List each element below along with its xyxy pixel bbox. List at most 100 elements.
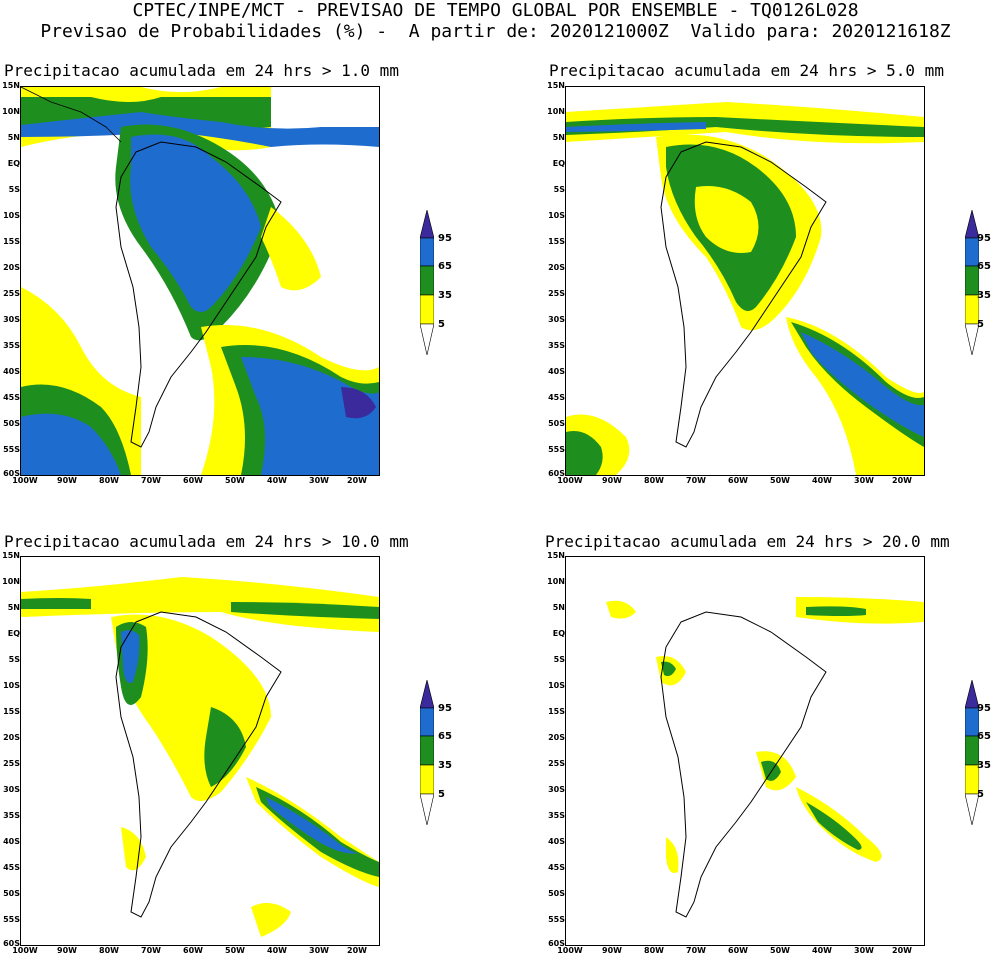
- lon-label: 100W: [557, 946, 583, 955]
- lon-label: 60W: [183, 476, 203, 485]
- colorbar-1: [419, 209, 435, 359]
- lat-label: 50S: [3, 889, 20, 898]
- lat-label: 55S: [3, 445, 20, 454]
- lat-label: 5S: [8, 185, 20, 194]
- lon-label: 30W: [309, 946, 329, 955]
- lat-label: 60S: [3, 939, 20, 948]
- colorbar-label: 5: [977, 319, 984, 330]
- lat-label: 5S: [553, 185, 565, 194]
- lat-label: 20S: [3, 263, 20, 272]
- lat-label: 10N: [547, 577, 565, 586]
- lon-label: 70W: [141, 476, 161, 485]
- lon-label: 80W: [644, 946, 664, 955]
- lat-label: 20S: [548, 733, 565, 742]
- lat-label: 15S: [548, 707, 565, 716]
- lon-label: 80W: [644, 476, 664, 485]
- lat-label: 40S: [3, 837, 20, 846]
- colorbar-label: 5: [977, 789, 984, 800]
- lat-label: EQ: [7, 629, 20, 638]
- lat-label: 15N: [2, 551, 20, 560]
- lon-label: 20W: [892, 946, 912, 955]
- lon-label: 70W: [686, 476, 706, 485]
- colorbar-label: 95: [438, 233, 452, 244]
- lon-label: 40W: [267, 946, 287, 955]
- colorbar-2: [964, 209, 980, 359]
- colorbar-label: 35: [438, 760, 452, 771]
- lat-label: 5N: [7, 603, 20, 612]
- probability-map-5mm: [565, 86, 925, 476]
- colorbar-label: 95: [977, 233, 991, 244]
- lat-label: 35S: [548, 341, 565, 350]
- lat-label: 10N: [547, 107, 565, 116]
- colorbar-label: 35: [438, 290, 452, 301]
- panel-title-4: Precipitacao acumulada em 24 hrs > 20.0 …: [545, 532, 950, 551]
- panel-title-3: Precipitacao acumulada em 24 hrs > 10.0 …: [4, 532, 409, 551]
- lon-label: 60W: [728, 476, 748, 485]
- colorbar-label: 65: [438, 731, 452, 742]
- colorbar-3: [419, 679, 435, 829]
- lon-label: 70W: [141, 946, 161, 955]
- lat-label: 60S: [548, 939, 565, 948]
- lon-label: 30W: [309, 476, 329, 485]
- lat-label: 40S: [548, 367, 565, 376]
- colorbar-label: 65: [438, 261, 452, 272]
- lat-label: 50S: [548, 889, 565, 898]
- lat-label: 30S: [548, 785, 565, 794]
- lat-label: 10N: [2, 107, 20, 116]
- lat-label: 15S: [3, 707, 20, 716]
- colorbar-label: 65: [977, 731, 991, 742]
- lat-label: 10S: [548, 681, 565, 690]
- lat-label: 50S: [548, 419, 565, 428]
- lat-label: 30S: [548, 315, 565, 324]
- lat-label: 25S: [548, 289, 565, 298]
- lon-label: 70W: [686, 946, 706, 955]
- lat-label: 45S: [548, 863, 565, 872]
- lat-label: 10S: [548, 211, 565, 220]
- lat-label: 15N: [2, 81, 20, 90]
- panel-title-1: Precipitacao acumulada em 24 hrs > 1.0 m…: [4, 61, 399, 80]
- colorbar-label: 65: [977, 261, 991, 272]
- lat-label: 45S: [3, 863, 20, 872]
- lon-label: 40W: [812, 946, 832, 955]
- lat-label: 10N: [2, 577, 20, 586]
- lon-label: 50W: [225, 476, 245, 485]
- lat-label: 30S: [3, 785, 20, 794]
- colorbar-label: 95: [977, 703, 991, 714]
- lat-label: EQ: [552, 629, 565, 638]
- lat-label: 25S: [3, 759, 20, 768]
- lon-label: 100W: [557, 476, 583, 485]
- lon-label: 50W: [770, 946, 790, 955]
- lon-label: 20W: [347, 946, 367, 955]
- lat-label: 60S: [3, 469, 20, 478]
- lat-label: 15N: [547, 81, 565, 90]
- lon-label: 20W: [347, 476, 367, 485]
- lat-label: 5S: [8, 655, 20, 664]
- lat-label: 5N: [7, 133, 20, 142]
- lat-label: 50S: [3, 419, 20, 428]
- lat-label: 25S: [548, 759, 565, 768]
- lat-label: 55S: [548, 445, 565, 454]
- lat-label: 20S: [548, 263, 565, 272]
- colorbar-label: 95: [438, 703, 452, 714]
- lon-label: 80W: [99, 476, 119, 485]
- lon-label: 90W: [602, 946, 622, 955]
- lat-label: 25S: [3, 289, 20, 298]
- lon-label: 20W: [892, 476, 912, 485]
- lon-label: 80W: [99, 946, 119, 955]
- lon-label: 30W: [854, 476, 874, 485]
- lat-label: 60S: [548, 469, 565, 478]
- lon-label: 40W: [267, 476, 287, 485]
- lat-label: 15N: [547, 551, 565, 560]
- lat-label: 15S: [548, 237, 565, 246]
- lat-label: 5N: [552, 133, 565, 142]
- lon-label: 100W: [12, 946, 38, 955]
- lat-label: 35S: [3, 341, 20, 350]
- lat-label: EQ: [7, 159, 20, 168]
- lon-label: 60W: [183, 946, 203, 955]
- lon-label: 90W: [57, 946, 77, 955]
- lat-label: 10S: [3, 681, 20, 690]
- lat-label: 35S: [3, 811, 20, 820]
- lon-label: 40W: [812, 476, 832, 485]
- lat-label: 5N: [552, 603, 565, 612]
- lat-label: 40S: [3, 367, 20, 376]
